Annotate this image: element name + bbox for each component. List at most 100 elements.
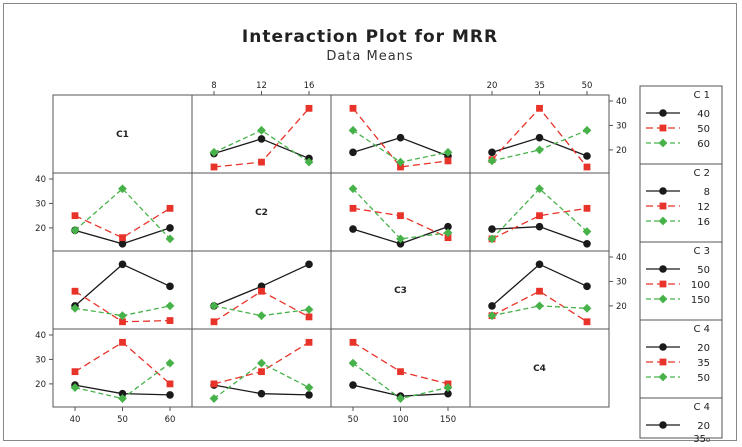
data-point-diamond xyxy=(582,303,592,313)
data-point-circle xyxy=(488,302,496,310)
legend-title: C 4 xyxy=(693,402,710,413)
data-point-square xyxy=(536,287,543,295)
data-point-square xyxy=(349,338,357,346)
data-point-diamond xyxy=(70,303,80,313)
data-point-circle xyxy=(659,109,667,117)
data-point-circle xyxy=(396,133,405,142)
data-point-square xyxy=(119,234,126,242)
legend-entry: 50 xyxy=(697,373,710,384)
data-point-diamond xyxy=(257,125,266,135)
chart-title: Interaction Plot for MRR xyxy=(242,27,498,47)
data-point-square xyxy=(166,204,174,212)
legend-entry: 20 xyxy=(697,421,710,432)
x-tick-label: 35 xyxy=(534,81,545,91)
data-point-diamond xyxy=(396,157,405,167)
data-point-square xyxy=(659,280,667,288)
data-point-circle xyxy=(305,260,313,269)
legend-entry: 150 xyxy=(691,295,710,306)
data-point-square xyxy=(71,368,79,376)
data-point-square xyxy=(305,338,313,346)
x-tick-label: 50 xyxy=(348,415,359,425)
y-tick-label: 20 xyxy=(616,302,627,312)
data-point-circle xyxy=(659,265,667,273)
data-point-circle xyxy=(488,148,496,157)
data-point-diamond xyxy=(118,394,127,403)
x-tick-label: 12 xyxy=(256,81,267,91)
data-point-square xyxy=(258,368,265,376)
data-point-circle xyxy=(166,282,174,291)
data-point-diamond xyxy=(304,157,314,167)
data-point-diamond xyxy=(396,234,405,244)
data-point-circle xyxy=(659,187,667,195)
data-point-square xyxy=(536,212,543,220)
data-point-diamond xyxy=(70,383,80,392)
data-point-diamond xyxy=(209,394,219,403)
data-point-diamond xyxy=(209,147,219,157)
legend-entry: 50 xyxy=(697,265,710,276)
series-line-c2-2 xyxy=(74,207,171,239)
data-point-diamond xyxy=(658,138,668,148)
legend-entry: 50 xyxy=(697,124,710,135)
y-tick-label: 20 xyxy=(35,224,46,234)
series-line-c3-1 xyxy=(491,263,588,307)
series-line-c1-2 xyxy=(352,107,449,168)
data-point-circle xyxy=(535,260,544,269)
data-point-diamond xyxy=(165,358,175,368)
data-point-circle xyxy=(659,421,667,429)
legend-entry: 40 xyxy=(697,109,710,120)
data-point-square xyxy=(258,287,265,295)
data-point-square xyxy=(659,124,667,132)
data-point-square xyxy=(659,202,667,210)
series-line-c3-2 xyxy=(491,290,588,323)
data-point-circle xyxy=(118,260,127,269)
x-tick-label: 16 xyxy=(304,81,315,91)
data-point-diamond xyxy=(118,311,127,321)
chart-subtitle: Data Means xyxy=(326,49,413,64)
data-point-circle xyxy=(659,343,667,351)
chart-frame xyxy=(3,3,737,441)
data-point-diamond xyxy=(487,311,497,321)
data-point-diamond xyxy=(535,301,544,311)
data-point-diamond xyxy=(396,394,405,403)
data-point-square xyxy=(659,358,667,366)
diagonal-label-c3: C3 xyxy=(394,286,407,296)
y-tick-label: 30 xyxy=(616,277,627,287)
data-point-square xyxy=(71,287,79,295)
data-point-diamond xyxy=(257,311,266,321)
data-point-circle xyxy=(257,389,266,398)
data-point-diamond xyxy=(209,301,219,311)
legend-entry: 35 xyxy=(697,358,710,369)
legend-title: C 2 xyxy=(693,168,710,179)
series-line-c2-2 xyxy=(491,207,588,240)
data-point-circle xyxy=(118,389,127,398)
x-tick-label: 150 xyxy=(440,415,456,425)
data-point-circle xyxy=(166,224,174,232)
data-point-diamond xyxy=(304,383,314,392)
data-point-circle xyxy=(349,225,357,233)
data-point-diamond xyxy=(443,147,453,157)
data-point-diamond xyxy=(257,358,266,368)
data-point-circle xyxy=(488,225,496,233)
legend-entry: 8 xyxy=(704,187,710,198)
diagonal-label-c4: C4 xyxy=(533,364,546,374)
series-line-c2-3 xyxy=(74,187,171,240)
data-point-square xyxy=(397,212,404,220)
data-point-diamond xyxy=(165,234,175,244)
data-point-square xyxy=(210,318,218,326)
data-point-diamond xyxy=(582,227,592,236)
data-point-square xyxy=(119,318,126,326)
data-point-diamond xyxy=(348,125,358,135)
data-point-circle xyxy=(583,152,591,160)
data-point-square xyxy=(210,163,218,171)
series-line-c2-3 xyxy=(352,188,449,240)
x-tick-label: 60 xyxy=(165,415,176,425)
data-point-circle xyxy=(583,282,591,291)
series-line-c4-2 xyxy=(352,341,449,385)
y-tick-label: 20 xyxy=(35,380,46,390)
data-point-circle xyxy=(396,239,405,248)
data-point-square xyxy=(583,318,591,326)
legend-box xyxy=(639,241,723,333)
y-tick-label: 30 xyxy=(616,121,627,131)
data-point-diamond xyxy=(348,184,358,194)
